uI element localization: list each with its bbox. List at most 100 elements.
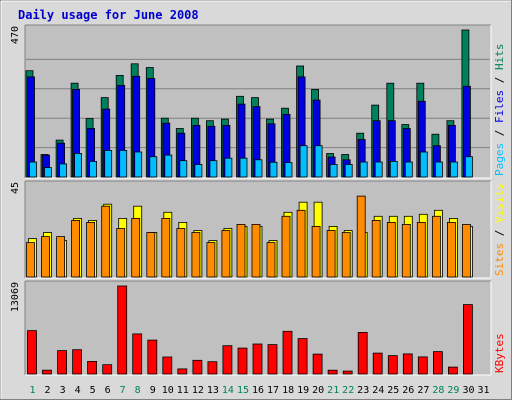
x-tick-label: 22: [342, 385, 354, 396]
bar-kbytes-day-25: [387, 355, 398, 375]
x-tick-label: 20: [312, 385, 324, 396]
bar-sites-day-14: [221, 230, 231, 278]
bar-pages-day-13: [209, 160, 218, 178]
legend-label: Sites / Visits: [493, 183, 506, 276]
bar-kbytes-day-10: [162, 356, 173, 375]
x-tick-label: 1: [29, 385, 35, 396]
bar-kbytes-day-15: [237, 347, 248, 375]
bar-kbytes-day-19: [297, 338, 308, 375]
bar-sites-day-19: [296, 209, 306, 278]
bar-pages-day-9: [149, 156, 158, 178]
legend-part: Visits: [493, 183, 506, 223]
x-tick-label: 17: [267, 385, 279, 396]
bar-pages-day-22: [344, 164, 353, 178]
bar-sites-day-30: [461, 223, 471, 278]
bar-kbytes-day-5: [87, 360, 97, 375]
bar-sites-day-6: [101, 205, 111, 278]
x-tick-label: 29: [447, 385, 459, 396]
x-tick-label: 24: [372, 385, 384, 396]
x-tick-label: 3: [60, 385, 66, 396]
bar-pages-day-11: [179, 160, 188, 178]
x-tick-label: 21: [327, 385, 339, 396]
bar-pages-day-16: [254, 159, 263, 178]
bar-sites-day-9: [146, 232, 156, 278]
bar-kbytes-day-16: [252, 343, 263, 375]
bar-pages-day-17: [269, 161, 278, 178]
bar-kbytes-day-23: [357, 331, 368, 375]
bar-kbytes-day-4: [72, 349, 82, 375]
bar-kbytes-day-1: [27, 330, 37, 375]
bar-pages-day-19: [299, 145, 308, 178]
bar-kbytes-day-6: [102, 364, 113, 375]
bar-pages-day-30: [464, 156, 473, 178]
legend-part: Files: [493, 90, 506, 123]
x-tick-label: 5: [90, 385, 96, 396]
bar-pages-day-27: [419, 151, 428, 178]
bar-sites-day-25: [386, 221, 396, 278]
bar-kbytes-day-14: [222, 345, 233, 375]
x-tick-label: 16: [252, 385, 264, 396]
bar-pages-day-20: [314, 145, 323, 178]
bar-kbytes-day-11: [177, 368, 188, 375]
bar-pages-day-25: [389, 160, 398, 178]
x-tick-label: 31: [477, 385, 489, 396]
bar-sites-day-12: [191, 232, 201, 278]
bar-kbytes-day-27: [417, 356, 428, 375]
bar-sites-day-13: [206, 242, 216, 278]
x-tick-label: 23: [357, 385, 369, 396]
bar-pages-day-7: [119, 149, 128, 178]
bar-sites-day-27: [416, 221, 426, 278]
x-tick-label: 27: [417, 385, 429, 396]
x-tick-label: 14: [222, 385, 234, 396]
legend-label: Pages / Files / Hits: [493, 44, 506, 177]
bar-sites-day-20: [311, 225, 321, 278]
bar-kbytes-day-8: [132, 333, 143, 375]
bar-sites-day-24: [371, 219, 381, 278]
bar-sites-day-18: [281, 215, 291, 278]
bar-kbytes-day-22: [342, 370, 353, 375]
bar-pages-day-4: [74, 153, 82, 178]
bar-pages-day-28: [434, 161, 443, 178]
legend-part: /: [493, 223, 506, 243]
bar-pages-day-24: [374, 161, 383, 178]
bar-pages-day-6: [104, 149, 113, 178]
bar-pages-day-2: [44, 167, 52, 178]
legend-part: Pages: [493, 143, 506, 176]
bar-pages-day-1: [29, 161, 37, 178]
bar-kbytes-day-18: [282, 330, 293, 375]
bar-sites-day-28: [431, 215, 441, 278]
bar-kbytes-day-9: [147, 339, 158, 375]
x-tick-label: 7: [120, 385, 126, 396]
x-tick-label: 12: [192, 385, 204, 396]
bar-pages-day-23: [359, 161, 368, 178]
x-tick-label: 6: [105, 385, 111, 396]
bar-pages-day-26: [404, 161, 413, 178]
legend-part: KBytes: [493, 333, 506, 373]
bar-pages-day-18: [284, 162, 293, 178]
panel-visits-sites: 45 Sites / Visits: [10, 180, 506, 279]
panel-kbytes: 13069 KBytes: [10, 280, 506, 376]
x-tick-label: 11: [177, 385, 189, 396]
panel-hits-files-pages: 470 Pages / Files / Hits: [10, 24, 506, 179]
bar-kbytes-day-2: [42, 369, 52, 375]
x-tick-label: 4: [75, 385, 81, 396]
x-tick-label: 30: [462, 385, 474, 396]
bar-sites-day-15: [236, 223, 246, 278]
bar-sites-day-2: [41, 236, 50, 278]
legend-part: /: [493, 70, 506, 90]
bar-pages-day-8: [134, 151, 143, 178]
x-tick-label: 2: [44, 385, 50, 396]
x-tick-label: 19: [297, 385, 309, 396]
bar-sites-day-26: [401, 223, 411, 278]
bar-sites-day-21: [326, 230, 336, 278]
bar-sites-day-16: [251, 223, 261, 278]
legend-part: /: [493, 123, 506, 143]
chart-panels: 470 Pages / Files / Hits 45 Sites / Visits 1…: [10, 24, 506, 396]
y-max-label: 470: [10, 26, 21, 44]
bar-sites-day-4: [71, 219, 80, 278]
bar-kbytes-day-30: [462, 304, 473, 375]
bar-sites-day-22: [341, 232, 351, 278]
x-tick-label: 10: [162, 385, 174, 396]
bar-sites-day-7: [116, 228, 126, 278]
